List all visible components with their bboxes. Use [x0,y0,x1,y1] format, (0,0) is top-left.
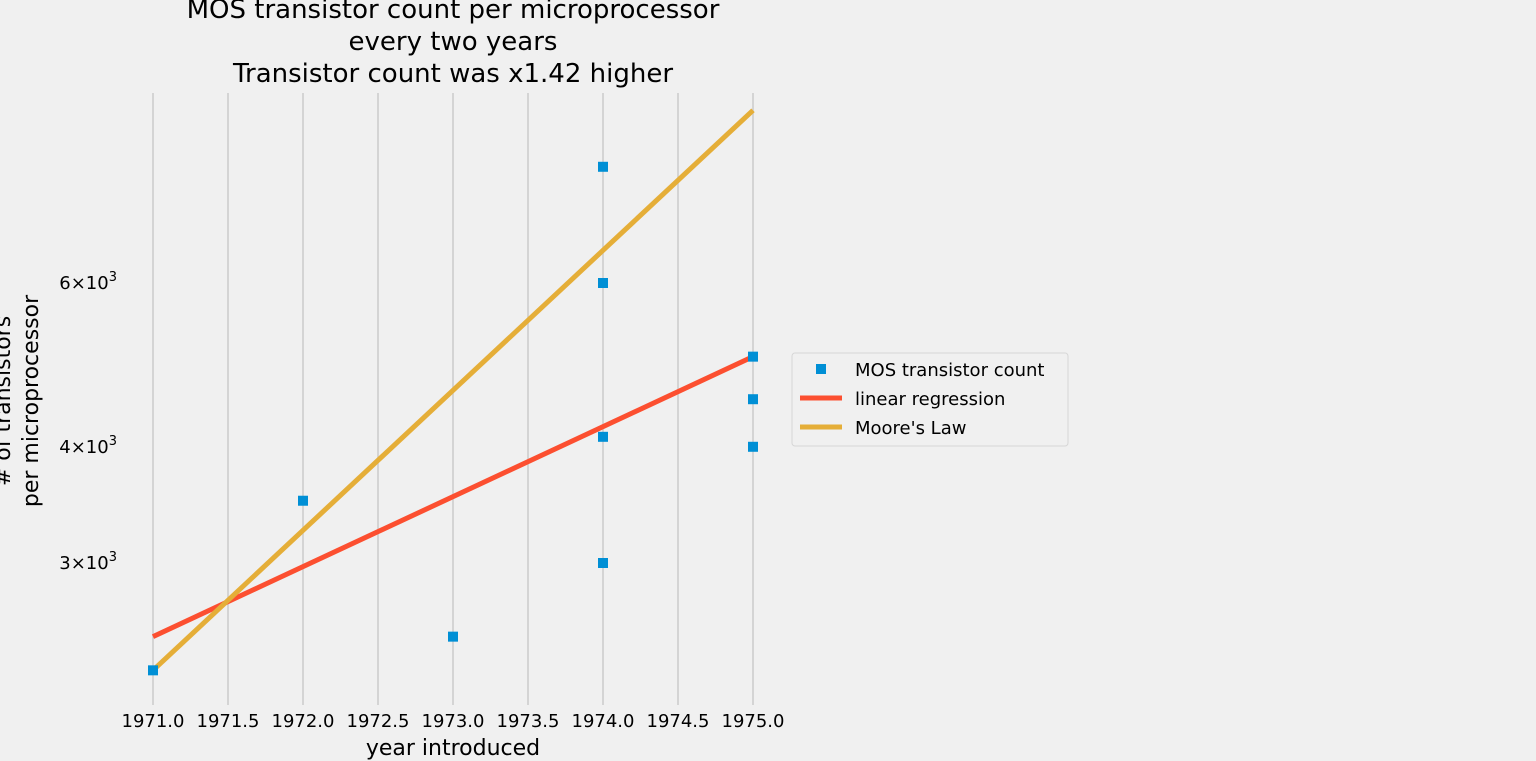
series-line [151,108,755,673]
legend-marker [816,364,826,374]
x-tick-label: 1971.5 [197,711,260,732]
legend-label: linear regression [855,389,1005,410]
y-axis-label-line: per microprocessor [19,294,44,507]
x-tick-label: 1973.0 [422,711,485,732]
x-tick-label: 1972.5 [347,711,410,732]
x-tick-label: 1971.0 [122,711,185,732]
chart-title-line: every two years [349,27,558,57]
data-point [298,495,308,506]
x-tick-label: 1975.0 [722,711,785,732]
data-point [448,631,458,642]
x-axis-ticks: 1971.0 1971.5 1972.0 1972.5 1973.0 1973.5 1974… [122,711,785,732]
y-tick-label: 3×103 [59,550,117,574]
y-axis-ticks: 3×103 4×103 6×103 [59,270,117,574]
x-tick-label: 1974.5 [647,711,710,732]
legend-frame [791,352,1069,447]
series-line [151,354,755,639]
chart-title: MOS transistor count per microprocessore… [187,0,720,89]
x-axis-label: year introduced [366,736,540,761]
data-point [748,351,758,362]
legend-label: Moore's Law [855,418,966,439]
x-tick-label: 1974.0 [572,711,635,732]
data-point [598,161,608,172]
data-point [598,431,608,442]
y-axis-label-line: # of transistors [0,316,16,486]
data-point [598,278,608,288]
data-point [148,665,158,676]
data-point [748,441,758,452]
y-tick-label: 6×103 [59,270,117,294]
legend-label: MOS transistor count [855,360,1044,381]
x-tick-label: 1973.5 [497,711,560,732]
y-tick-label: 4×103 [59,434,117,458]
chart-title-line: Transistor count was x1.42 higher [232,59,673,89]
data-point [748,394,758,405]
data-point [598,558,608,568]
chart-title-line: MOS transistor count per microprocessor [187,0,720,25]
legend: MOS transistor count linear regression Moo… [791,352,1069,447]
plot-area [148,108,758,676]
x-tick-label: 1972.0 [272,711,335,732]
